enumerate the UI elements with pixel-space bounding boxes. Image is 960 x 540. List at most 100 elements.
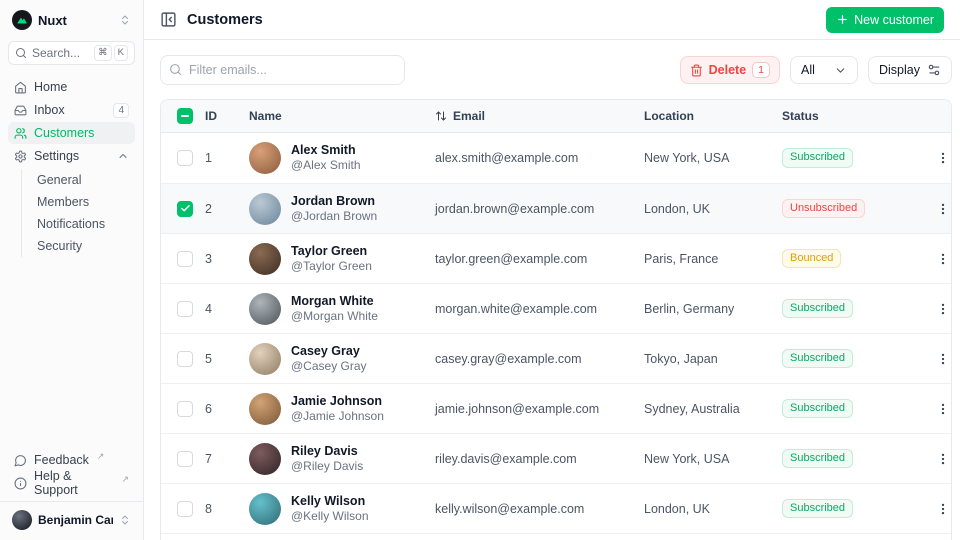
sidebar-item-home[interactable]: Home	[8, 76, 135, 98]
delete-label: Delete	[708, 63, 747, 77]
table-body: 1 Alex Smith @Alex Smith alex.smith@exam…	[161, 133, 951, 540]
search-icon	[169, 63, 182, 76]
search-icon	[15, 47, 27, 59]
delete-button[interactable]: Delete 1	[679, 56, 780, 84]
chevrons-up-down-icon	[119, 14, 131, 26]
row-checkbox[interactable]	[177, 500, 193, 517]
column-header-location: Location	[644, 109, 694, 123]
table-header-row: ID Name Email Location Status	[161, 100, 951, 133]
page-header: Customers New customer	[144, 0, 960, 40]
table-row: 8 Kelly Wilson @Kelly Wilson kelly.wilso…	[161, 483, 951, 533]
customer-name: Jordan Brown	[291, 193, 376, 208]
customer-email: riley.davis@example.com	[435, 451, 577, 466]
row-actions-button[interactable]	[930, 448, 951, 470]
status-badge: Subscribed	[782, 348, 854, 369]
status-badge: Subscribed	[782, 398, 854, 419]
avatar	[249, 442, 281, 475]
new-customer-button[interactable]: New customer	[826, 6, 944, 33]
search-placeholder: Search...	[32, 46, 81, 60]
user-menu[interactable]: Benjamin Canac	[8, 508, 135, 532]
row-checkbox[interactable]	[177, 300, 193, 317]
gear-icon	[14, 150, 27, 163]
customer-email: casey.gray@example.com	[435, 351, 582, 366]
avatar	[249, 492, 281, 525]
customer-location: Paris, France	[644, 251, 719, 266]
search-input[interactable]: Search... ⌘ K	[8, 41, 135, 65]
sidebar-nav: Home Inbox 4 Customers Settings	[8, 76, 135, 257]
row-id: 8	[205, 501, 212, 516]
customer-handle: @Kelly Wilson	[291, 508, 369, 523]
inbox-count-badge: 4	[113, 102, 129, 118]
avatar	[249, 142, 281, 174]
sidebar-item-security[interactable]: Security	[37, 239, 83, 253]
column-header-email[interactable]: Email	[435, 109, 644, 123]
column-header-id: ID	[205, 109, 217, 123]
status-filter-value: All	[801, 63, 815, 77]
settings-submenu: General Members Notifications Security	[21, 169, 135, 257]
row-checkbox[interactable]	[177, 150, 193, 166]
status-badge: Subscribed	[782, 498, 854, 519]
row-actions-button[interactable]	[930, 298, 951, 320]
sidebar-item-label: Help & Support	[34, 469, 78, 497]
plus-icon	[836, 13, 849, 26]
row-id: 7	[205, 451, 212, 466]
filter-input-wrap	[160, 55, 405, 85]
display-button[interactable]: Display	[868, 56, 952, 84]
sidebar-item-label: Home	[34, 80, 68, 94]
table-row: 7 Riley Davis @Riley Davis riley.davis@e…	[161, 433, 951, 483]
house-icon	[14, 81, 27, 94]
customers-table: ID Name Email Location Status 1	[160, 99, 952, 540]
row-actions-button[interactable]	[930, 198, 951, 220]
sidebar-item-feedback[interactable]: Feedback ↗	[8, 449, 135, 471]
avatar	[249, 192, 281, 225]
column-header-status: Status	[782, 109, 819, 123]
sidebar-item-help-support[interactable]: Help & Support ↗	[8, 469, 135, 497]
select-all-checkbox[interactable]	[177, 108, 193, 124]
sidebar-item-settings[interactable]: Settings	[8, 145, 135, 167]
kbd-cmd: ⌘	[94, 45, 112, 61]
workspace-switcher[interactable]: Nuxt	[8, 8, 135, 32]
row-checkbox[interactable]	[177, 450, 193, 467]
sidebar-divider	[0, 501, 143, 502]
display-label: Display	[879, 63, 920, 77]
info-circle-icon	[14, 477, 27, 490]
sidebar-item-inbox[interactable]: Inbox 4	[8, 99, 135, 121]
sidebar: Nuxt Search... ⌘ K Home	[0, 0, 144, 540]
customer-handle: @Jamie Johnson	[291, 408, 384, 423]
table-row: 2 Jordan Brown @Jordan Brown jordan.brow…	[161, 183, 951, 233]
row-actions-button[interactable]	[930, 498, 951, 520]
toolbar-actions: Delete 1 All Display	[679, 56, 952, 84]
workspace-name: Nuxt	[38, 12, 67, 28]
customer-handle: @Riley Davis	[291, 458, 364, 473]
row-actions-button[interactable]	[930, 348, 951, 370]
filter-emails-input[interactable]	[160, 55, 405, 85]
status-badge: Subscribed	[782, 148, 854, 168]
customer-location: Sydney, Australia	[644, 401, 740, 416]
row-checkbox[interactable]	[177, 200, 193, 217]
avatar	[249, 392, 281, 425]
sidebar-item-members[interactable]: Members	[37, 195, 90, 209]
status-filter-select[interactable]: All	[790, 56, 858, 84]
customer-email: morgan.white@example.com	[435, 301, 598, 316]
table-toolbar: Delete 1 All Display	[160, 55, 952, 85]
sidebar-item-general[interactable]: General	[37, 173, 82, 187]
collapse-sidebar-icon[interactable]	[160, 11, 177, 28]
row-checkbox[interactable]	[177, 350, 193, 367]
chevrons-up-down-icon	[119, 514, 131, 526]
row-checkbox[interactable]	[177, 400, 193, 417]
avatar	[249, 292, 281, 325]
sidebar-item-label: Settings	[34, 149, 80, 163]
table-row: 5 Casey Gray @Casey Gray casey.gray@exam…	[161, 333, 951, 383]
sidebar-item-label: Customers	[34, 126, 95, 140]
row-actions-button[interactable]	[930, 398, 951, 420]
search-shortcut: ⌘ K	[94, 45, 128, 61]
status-badge: Subscribed	[782, 298, 854, 319]
row-actions-button[interactable]	[930, 147, 951, 169]
status-badge: Bounced	[782, 248, 842, 269]
sidebar-footer-nav: Feedback ↗ Help & Support ↗	[8, 449, 135, 497]
row-actions-button[interactable]	[930, 248, 951, 270]
customer-name: Kelly Wilson	[291, 493, 366, 508]
sidebar-item-customers[interactable]: Customers	[8, 122, 135, 144]
row-checkbox[interactable]	[177, 250, 193, 267]
sidebar-item-notifications[interactable]: Notifications	[37, 217, 106, 231]
